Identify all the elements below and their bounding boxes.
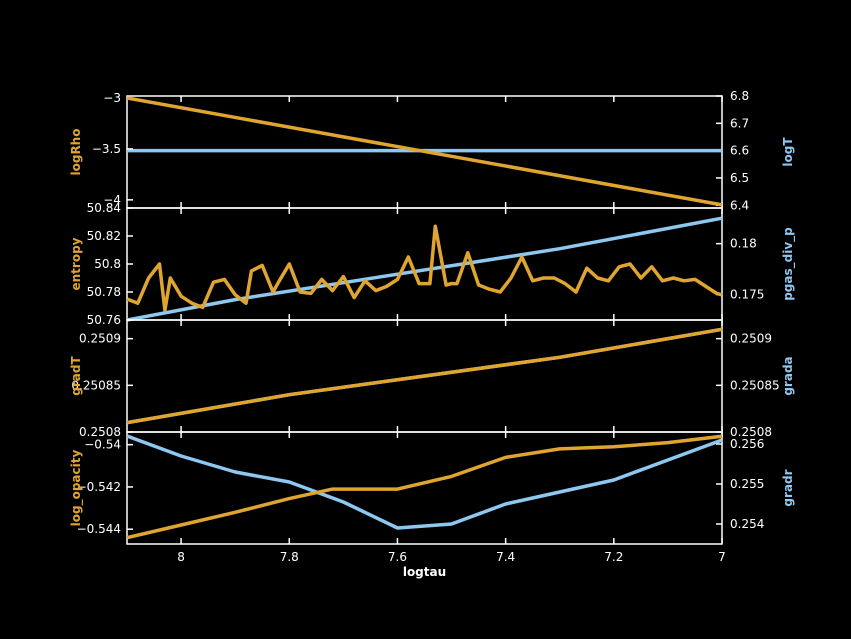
left-series-line: [126, 434, 723, 540]
right-y-tick-label: 6.5: [730, 171, 749, 185]
right-y-tick-label: 6.4: [730, 198, 749, 212]
panel-frame: [126, 431, 723, 545]
left-y-tick-label: 0.2509: [79, 332, 121, 346]
left-y-tick-label: 50.84: [87, 201, 121, 215]
left-y-tick-label: 0.25085: [71, 378, 121, 392]
right-y-tick-label: 6.8: [730, 89, 749, 103]
left-series-line: [126, 224, 723, 312]
x-tick-label: 7.4: [496, 550, 515, 564]
left-y-tick-label: 50.82: [87, 229, 121, 243]
left-y-tick-label: 50.8: [94, 257, 121, 271]
right-y-tick-label: 0.25085: [730, 378, 780, 392]
x-tick-label: 7.2: [604, 550, 623, 564]
left-series-line: [126, 96, 723, 207]
right-y-tick-label: 0.2508: [730, 425, 772, 439]
x-axis-label: logtau: [403, 565, 446, 579]
left-y-axis-label: entropy: [69, 237, 83, 290]
left-y-tick-label: −3.5: [92, 142, 121, 156]
x-tick-label: 8: [177, 550, 185, 564]
right-y-axis-label: grada: [781, 356, 795, 395]
panel-4: 8 7.8 7.6 7.4 7.2 7 0.256 0.255 0.254 gradr −0.54 −…: [69, 431, 795, 564]
left-y-tick-label: 50.78: [87, 285, 121, 299]
chart-panels: 6.86.76.66.56.4logT−3−3.5−4logRho0.180.1…: [69, 89, 796, 564]
x-tick-label: 7: [718, 550, 726, 564]
x-tick-label: 7.8: [280, 550, 299, 564]
right-y-axis-label: pgas_div_p: [781, 227, 796, 301]
right-series-line: [126, 434, 723, 530]
left-series-line: [126, 327, 723, 425]
right-y-tick-label: 0.256: [730, 437, 764, 451]
right-y-axis-label: gradr: [781, 469, 795, 506]
left-y-tick-label: −0.542: [77, 480, 121, 494]
panel-1: 6.8 6.7 6.6 6.5 6.4 logT −3 −3.5 −4 logRho: [69, 89, 795, 212]
x-tick-label: 7.6: [388, 550, 407, 564]
right-y-tick-label: 0.18: [730, 237, 757, 251]
right-y-tick-label: 0.2509: [730, 332, 772, 346]
right-y-tick-label: 0.254: [730, 517, 764, 531]
right-y-tick-label: 0.175: [730, 288, 764, 302]
left-y-tick-label: 0.2508: [79, 425, 121, 439]
panel-2: 0.18 0.175 pgas_div_p 50.84 50.82 50.8 50.78 50…: [69, 201, 796, 327]
left-y-axis-label: logRho: [69, 129, 83, 176]
left-y-tick-label: −4: [103, 193, 121, 207]
right-y-tick-label: 0.255: [730, 477, 764, 491]
left-y-tick-label: −3: [103, 91, 121, 105]
left-y-axis-label: gradT: [69, 356, 83, 396]
left-y-tick-label: 50.76: [87, 313, 121, 327]
right-y-axis-label: logT: [781, 137, 795, 167]
right-y-tick-label: 6.6: [730, 144, 749, 158]
right-y-tick-label: 6.7: [730, 116, 749, 130]
left-y-tick-label: −0.544: [77, 522, 121, 536]
left-y-tick-label: −0.54: [84, 438, 121, 452]
left-y-axis-label: log_opacity: [69, 449, 84, 526]
panel-3: 0.2509 0.25085 0.2508 grada 0.2509 0.25085 0.2…: [69, 319, 795, 439]
